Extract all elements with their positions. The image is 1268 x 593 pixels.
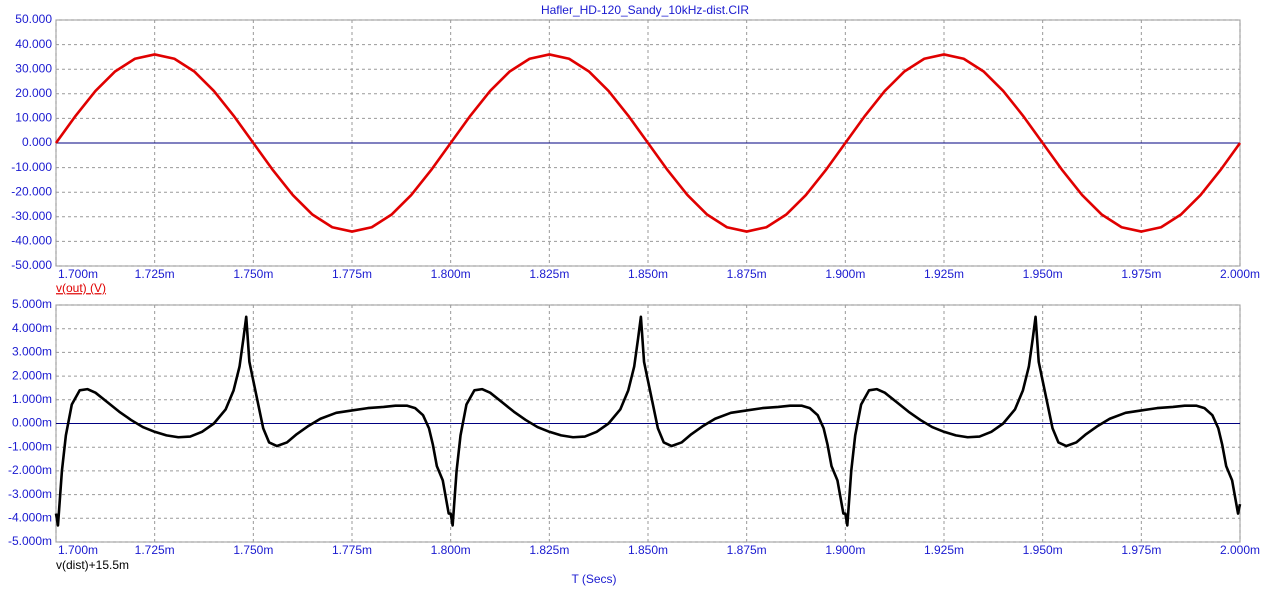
x-tick-label: 1.775m bbox=[332, 543, 372, 557]
y-tick-label: 30.000 bbox=[15, 61, 52, 75]
legend-label: v(dist)+15.5m bbox=[56, 558, 129, 572]
x-tick-label: 1.950m bbox=[1023, 267, 1063, 281]
y-tick-label: 40.000 bbox=[15, 37, 52, 51]
x-tick-label: 2.000m bbox=[1220, 267, 1260, 281]
y-tick-label: -1.000m bbox=[8, 439, 52, 453]
y-tick-label: -3.000m bbox=[8, 487, 52, 501]
x-tick-label: 1.875m bbox=[727, 267, 767, 281]
chart-title: Hafler_HD-120_Sandy_10kHz-dist.CIR bbox=[541, 3, 749, 17]
y-tick-label: -40.000 bbox=[11, 234, 52, 248]
y-tick-label: -50.000 bbox=[11, 258, 52, 272]
y-tick-label: -30.000 bbox=[11, 209, 52, 223]
x-tick-label: 1.725m bbox=[135, 543, 175, 557]
x-tick-label: 1.775m bbox=[332, 267, 372, 281]
x-tick-label: 1.825m bbox=[529, 543, 569, 557]
y-tick-label: 5.000m bbox=[12, 297, 52, 311]
legend-label: v(out) (V) bbox=[56, 281, 106, 295]
x-tick-label: 2.000m bbox=[1220, 543, 1260, 557]
y-tick-label: 4.000m bbox=[12, 321, 52, 335]
x-tick-label: 1.925m bbox=[924, 543, 964, 557]
y-tick-label: -4.000m bbox=[8, 510, 52, 524]
x-tick-label: 1.800m bbox=[431, 543, 471, 557]
x-tick-label: 1.750m bbox=[233, 543, 273, 557]
x-tick-label: 1.850m bbox=[628, 267, 668, 281]
x-tick-label: 1.800m bbox=[431, 267, 471, 281]
x-tick-label: 1.700m bbox=[58, 543, 98, 557]
x-axis-label: T (Secs) bbox=[571, 572, 616, 586]
x-tick-label: 1.825m bbox=[529, 267, 569, 281]
x-tick-label: 1.975m bbox=[1121, 543, 1161, 557]
x-tick-label: 1.900m bbox=[825, 267, 865, 281]
x-tick-label: 1.925m bbox=[924, 267, 964, 281]
x-tick-label: 1.875m bbox=[727, 543, 767, 557]
y-tick-label: 20.000 bbox=[15, 86, 52, 100]
x-tick-label: 1.900m bbox=[825, 543, 865, 557]
x-tick-label: 1.850m bbox=[628, 543, 668, 557]
y-tick-label: 0.000 bbox=[22, 135, 52, 149]
x-tick-label: 1.950m bbox=[1023, 543, 1063, 557]
series-line bbox=[54, 315, 1242, 527]
y-tick-label: 0.000m bbox=[12, 416, 52, 430]
y-tick-label: 50.000 bbox=[15, 12, 52, 26]
y-tick-label: 3.000m bbox=[12, 345, 52, 359]
x-tick-label: 1.975m bbox=[1121, 267, 1161, 281]
x-tick-label: 1.750m bbox=[233, 267, 273, 281]
series-line bbox=[54, 53, 1242, 233]
y-tick-label: -10.000 bbox=[11, 160, 52, 174]
y-tick-label: -20.000 bbox=[11, 184, 52, 198]
y-tick-label: 10.000 bbox=[15, 111, 52, 125]
y-tick-label: 1.000m bbox=[12, 392, 52, 406]
x-tick-label: 1.700m bbox=[58, 267, 98, 281]
y-tick-label: 2.000m bbox=[12, 368, 52, 382]
y-tick-label: -5.000m bbox=[8, 534, 52, 548]
y-tick-label: -2.000m bbox=[8, 463, 52, 477]
x-tick-label: 1.725m bbox=[135, 267, 175, 281]
